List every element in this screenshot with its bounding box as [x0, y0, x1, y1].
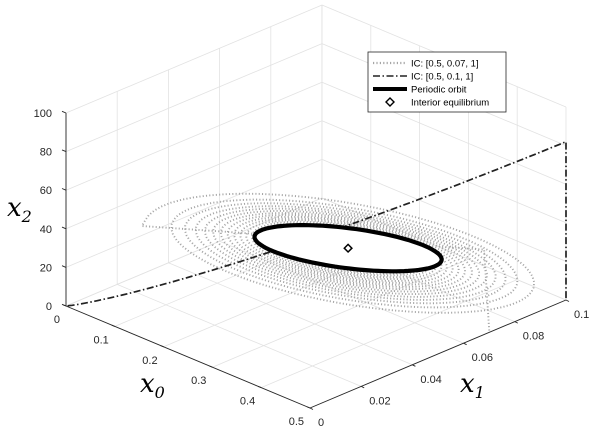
- axis-labels: x2 x0 x1: [7, 193, 485, 402]
- x1-tick-mark-3: [463, 342, 467, 346]
- legend-marker-equilibrium: [385, 97, 395, 107]
- legend: IC: [0.5, 0.07, 1] IC: [0.5, 0.1, 1] Per…: [367, 51, 507, 113]
- wall0-grid-h-4: [65, 43, 323, 152]
- x1-tick-label-0: 0: [318, 417, 324, 429]
- wall0-grid-h-5: [65, 4, 323, 114]
- x0-tick-label-5: 0.5: [289, 416, 304, 428]
- legend-label-ic1: IC: [0.5, 0.07, 1]: [411, 59, 479, 70]
- x0-axis-line: [65, 305, 311, 409]
- wall1-grid-h-2: [321, 120, 567, 224]
- x1-tick-mark-0: [309, 407, 314, 410]
- floor-grid-x1-2: [168, 262, 413, 366]
- x0-tick-label-0: 0: [54, 314, 60, 326]
- x1-tick-mark-4: [514, 321, 519, 324]
- x0-axis-label: x0: [140, 369, 165, 402]
- floor-grid-x0-3: [212, 258, 469, 368]
- x0-tick-label-4: 0.4: [240, 396, 255, 408]
- x2-tick-mark-1: [61, 265, 67, 268]
- x2-tick-label-1: 20: [40, 262, 52, 274]
- wall0-grid-h-2: [65, 120, 323, 230]
- x1-tick-mark-5: [565, 299, 570, 302]
- data-series: [65, 140, 567, 331]
- x1-tick-label-3: 0.06: [472, 352, 493, 364]
- wall1-grid-h-1: [321, 159, 567, 262]
- x2-tick-label-3: 60: [40, 185, 52, 197]
- floor-grid-x1-1: [117, 284, 362, 387]
- wall1-grid-h-3: [321, 81, 567, 185]
- x2-tick-label-0: 0: [46, 301, 52, 313]
- x1-tick-mark-1: [360, 385, 365, 389]
- wall0-grid-h-3: [65, 81, 323, 191]
- x0-tick-label-2: 0.2: [142, 355, 157, 367]
- x0-tick-mark-4: [258, 385, 262, 389]
- tick-labels: 0 0.1 0.2 0.3 0.4 0.5 0 0.02 0.04 0.06 0.08 0.1 0 20 4…: [34, 108, 590, 429]
- x2-tick-label-5: 100: [34, 108, 52, 120]
- x0-tick-mark-5: [306, 406, 311, 409]
- x0-tick-mark-1: [111, 324, 115, 327]
- x0-tick-mark-2: [160, 345, 164, 348]
- x0-tick-label-1: 0.1: [94, 334, 109, 346]
- x2-tick-label-2: 40: [40, 224, 52, 236]
- x1-tick-mark-2: [412, 364, 416, 367]
- x0-tick-label-3: 0.3: [191, 375, 206, 387]
- floor-grid-x1-5: [321, 197, 567, 301]
- axes: [61, 110, 570, 410]
- x1-tick-label-4: 0.08: [523, 331, 544, 343]
- series-ic2-trajectory: [65, 140, 567, 307]
- x1-axis-label: x1: [460, 369, 485, 402]
- legend-label-equilibrium: Interior equilibrium: [411, 98, 489, 109]
- x2-tick-label-4: 80: [40, 147, 52, 159]
- x1-tick-label-1: 0.02: [369, 395, 390, 407]
- series-ic1-trajectory: [140, 192, 536, 331]
- x2-tick-mark-2: [61, 226, 67, 230]
- x2-tick-mark-5: [61, 110, 67, 114]
- x2-tick-mark-3: [61, 188, 67, 191]
- x2-tick-mark-0: [61, 303, 67, 307]
- wall0-grid-h-1: [65, 159, 323, 268]
- x1-tick-label-2: 0.04: [420, 374, 441, 386]
- equilibrium-marker: [343, 243, 353, 254]
- x0-tick-mark-3: [209, 365, 213, 368]
- x1-tick-label-5: 0.1: [574, 309, 589, 321]
- x1-axis-line: [309, 299, 567, 409]
- x2-axis-label: x2: [7, 193, 32, 226]
- legend-label-ic2: IC: [0.5, 0.1, 1]: [411, 72, 473, 83]
- floor-grid-x0-4: [261, 279, 518, 388]
- x2-tick-mark-4: [61, 149, 67, 153]
- legend-label-periodic: Periodic orbit: [411, 85, 467, 96]
